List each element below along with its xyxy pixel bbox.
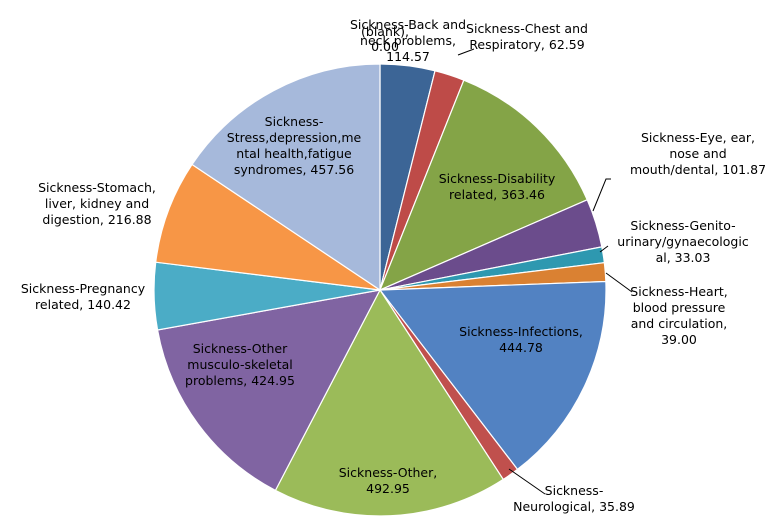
data-label-line: urinary/gynaecologic bbox=[617, 234, 749, 249]
data-label-sickness-heart-blood-pressure-and-circulation: Sickness-Heart, blood pressure and circula… bbox=[630, 284, 727, 347]
data-label-line: musculo-skeletal bbox=[187, 357, 292, 372]
data-label-sickness-other-musculo-skeletal-problems: Sickness-Other musculo-skeletal problems, … bbox=[185, 341, 295, 388]
data-label-sickness-neurological: Sickness-Neurological, 35.89 bbox=[513, 483, 635, 514]
data-label-sickness-back-and-neck-problems: Sickness-Back and neck problems, 114.57 bbox=[350, 17, 466, 64]
data-label-line: Neurological, 35.89 bbox=[513, 499, 635, 514]
data-label-sickness-other: Sickness-Other, 492.95 bbox=[339, 465, 437, 496]
leader-line-sickness-heart-blood-pressure-and-circulation bbox=[605, 272, 633, 293]
data-label-sickness-chest-and-respiratory: Sickness-Chest and Respiratory, 62.59 bbox=[466, 21, 588, 52]
data-label-sickness-eye-ear-nose-and-mouth-dental: Sickness-Eye, ear, nose and mouth/dental, … bbox=[630, 130, 766, 177]
leader-line-sickness-eye-ear-nose-and-mouth-dental bbox=[592, 178, 611, 212]
data-label-line: Respiratory, 62.59 bbox=[469, 37, 584, 52]
data-label-line: nose and bbox=[669, 146, 726, 161]
data-label-line: Stress,depression,me bbox=[227, 130, 362, 145]
data-label-line: mouth/dental, 101.87 bbox=[630, 162, 766, 177]
data-label-line: Sickness-Back and bbox=[350, 17, 466, 32]
pie-slice-sickness-other-musculo-skeletal-problems bbox=[156, 289, 382, 492]
data-label-line: (blank), bbox=[361, 24, 409, 39]
pie-slice-sickness-other bbox=[274, 288, 505, 517]
data-label-line: Sickness-Other bbox=[193, 341, 288, 356]
data-label-line: 114.57 bbox=[386, 49, 430, 64]
leader-lines bbox=[457, 48, 633, 495]
data-label-line: ntal health,fatigue bbox=[236, 146, 352, 161]
data-label-line: syndromes, 457.56 bbox=[234, 162, 354, 177]
leader-line-sickness-genito-urinary-gynaecological bbox=[599, 245, 609, 253]
data-label-line: Sickness-Genito- bbox=[630, 218, 735, 233]
data-label-line: Sickness-Heart, bbox=[630, 284, 727, 299]
data-label-line: related, 363.46 bbox=[449, 187, 545, 202]
pie-slices bbox=[153, 63, 607, 517]
data-label-line: Sickness-Chest and bbox=[466, 21, 588, 36]
leader-line-sickness-chest-and-respiratory bbox=[457, 48, 475, 56]
data-label-sickness-genito-urinary-gynaecological: Sickness-Genito-urinary/gynaecologic al, … bbox=[617, 218, 749, 265]
data-label-line: related, 140.42 bbox=[35, 297, 131, 312]
data-label-line: Sickness-Eye, ear, bbox=[641, 130, 755, 145]
data-label-line: Sickness- bbox=[545, 483, 604, 498]
pie-slice-sickness-stomach-liver-kidney-and-digestion bbox=[155, 163, 381, 291]
data-label-line: Sickness-Stomach, bbox=[38, 180, 156, 195]
data-label-sickness-stomach-liver-kidney-and-digestion: Sickness-Stomach, liver, kidney and digest… bbox=[38, 180, 156, 227]
data-label-line: blood pressure bbox=[633, 300, 726, 315]
data-label-line: digestion, 216.88 bbox=[42, 212, 151, 227]
data-label-line: 492.95 bbox=[366, 481, 410, 496]
data-label-sickness-infections: Sickness-Infections, 444.78 bbox=[459, 324, 583, 355]
data-label-line: Sickness-Infections, bbox=[459, 324, 583, 339]
data-label-line: 0.00 bbox=[371, 39, 399, 54]
pie-slice-sickness-infections bbox=[378, 280, 607, 471]
data-label-line: and circulation, bbox=[631, 316, 728, 331]
data-label-line: 39.00 bbox=[661, 332, 697, 347]
data-label-line: Sickness-Pregnancy bbox=[21, 281, 146, 296]
data-label-line: Sickness- bbox=[265, 114, 324, 129]
data-label-line: problems, 424.95 bbox=[185, 373, 295, 388]
data-label-blank: (blank), 0.00 bbox=[361, 24, 409, 54]
data-label-sickness-disability-related: Sickness-Disability related, 363.46 bbox=[439, 171, 556, 202]
data-label-line: liver, kidney and bbox=[45, 196, 149, 211]
data-label-line: al, 33.03 bbox=[656, 250, 711, 265]
leader-line-sickness-neurological bbox=[508, 468, 546, 495]
data-label-line: neck problems, bbox=[360, 33, 456, 48]
pie-slice-sickness-disability-related bbox=[378, 79, 588, 292]
data-label-line: Sickness-Disability bbox=[439, 171, 556, 186]
data-label-sickness-stress-depression-mental-health-fatigue-syndromes: Sickness-Stress,depression,me ntal health… bbox=[227, 114, 362, 177]
data-label-line: Sickness-Other, bbox=[339, 465, 437, 480]
data-label-line: 444.78 bbox=[499, 340, 543, 355]
pie-slice-sickness-stress-depression-mental-health-fatigue-syndromes bbox=[191, 63, 381, 292]
data-label-sickness-pregnancy-related: Sickness-Pregnancy related, 140.42 bbox=[21, 281, 146, 312]
